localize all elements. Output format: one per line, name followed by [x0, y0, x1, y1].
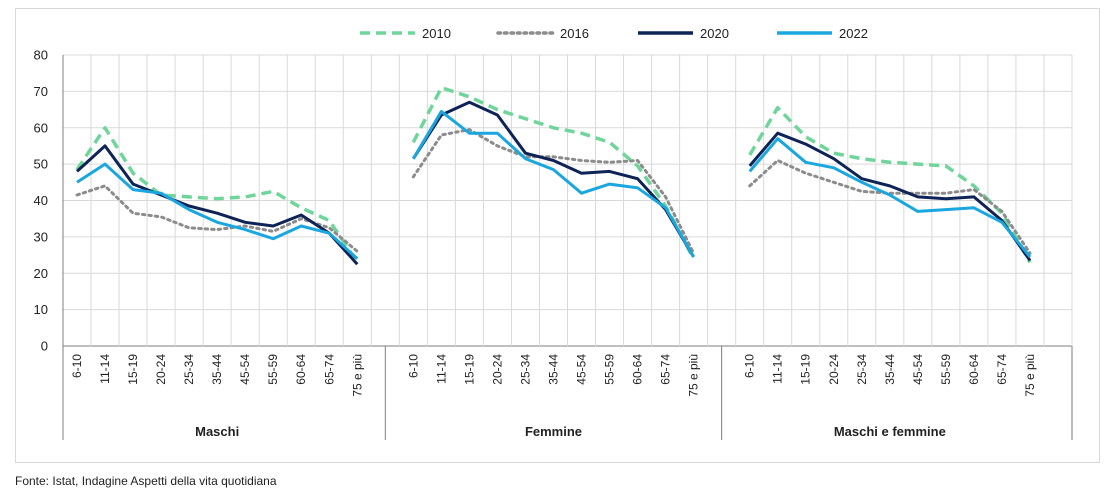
group-label: Femmine [525, 424, 582, 439]
category-label: 25-34 [182, 354, 196, 385]
y-tick-label: 60 [34, 120, 48, 135]
category-label: 6-10 [743, 354, 757, 378]
category-label: 65-74 [995, 354, 1009, 385]
category-label: 15-19 [462, 354, 476, 385]
series-line-2016 [748, 159, 1032, 255]
category-label: 25-34 [518, 354, 532, 385]
category-label: 11-14 [98, 354, 112, 384]
category-label: 75 e più [350, 354, 364, 397]
series-line-2010 [411, 85, 696, 260]
category-label: 11-14 [434, 354, 448, 384]
category-label: 75 e più [1023, 354, 1037, 397]
category-label: 15-19 [126, 354, 140, 385]
series-line-2020 [412, 100, 695, 258]
y-tick-label: 0 [41, 339, 48, 354]
y-tick-label: 20 [34, 266, 48, 281]
category-label: 65-74 [659, 354, 673, 385]
category-label: 65-74 [322, 354, 336, 385]
category-label: 20-24 [154, 354, 168, 385]
category-label: 35-44 [210, 354, 224, 385]
group-label: Maschi [195, 424, 239, 439]
y-tick-label: 50 [34, 157, 48, 172]
series-line-2010 [75, 126, 359, 264]
category-label: 55-59 [939, 354, 953, 385]
line-chart: 0 10 20 30 40 50 60 70 80 6-10 11-14 15-19 20-24 25-3… [34, 26, 1073, 440]
source-note: Fonte: Istat, Indagine Aspetti della vit… [15, 474, 277, 488]
category-label: 20-24 [490, 354, 504, 385]
series-line-2010 [748, 105, 1032, 264]
y-tick-label: 30 [34, 229, 48, 244]
series-line-2016 [411, 128, 696, 255]
category-label: 45-54 [575, 354, 589, 385]
category-label: 15-19 [799, 354, 813, 385]
category-label: 75 e più [687, 354, 701, 397]
legend-label: 2022 [839, 26, 868, 41]
category-label: 35-44 [883, 354, 897, 385]
category-label: 55-59 [266, 354, 280, 385]
series-line-2022 [76, 162, 359, 260]
y-tick-label: 70 [34, 84, 48, 99]
category-label: 55-59 [603, 354, 617, 385]
category-label: 25-34 [855, 354, 869, 385]
legend-label: 2010 [422, 26, 451, 41]
y-tick-label: 80 [34, 48, 48, 63]
category-label: 35-44 [546, 354, 560, 385]
series-line-2020 [748, 131, 1032, 262]
category-label: 6-10 [70, 354, 84, 378]
group-label: Maschi e femmine [834, 424, 946, 439]
series-line-2022 [748, 137, 1032, 258]
series-line-2022 [412, 109, 695, 258]
legend-label: 2020 [700, 26, 729, 41]
legend-label: 2016 [560, 26, 589, 41]
series-line-2020 [75, 144, 359, 266]
y-tick-label: 10 [34, 302, 48, 317]
chart-frame [15, 8, 1100, 463]
category-label: 11-14 [771, 354, 785, 384]
category-label: 45-54 [911, 354, 925, 385]
category-label: 6-10 [406, 354, 420, 378]
category-label: 60-64 [294, 354, 308, 385]
category-label: 20-24 [827, 354, 841, 385]
y-tick-label: 40 [34, 193, 48, 208]
category-label: 60-64 [631, 354, 645, 385]
category-label: 60-64 [967, 354, 981, 385]
category-label: 45-54 [238, 354, 252, 385]
